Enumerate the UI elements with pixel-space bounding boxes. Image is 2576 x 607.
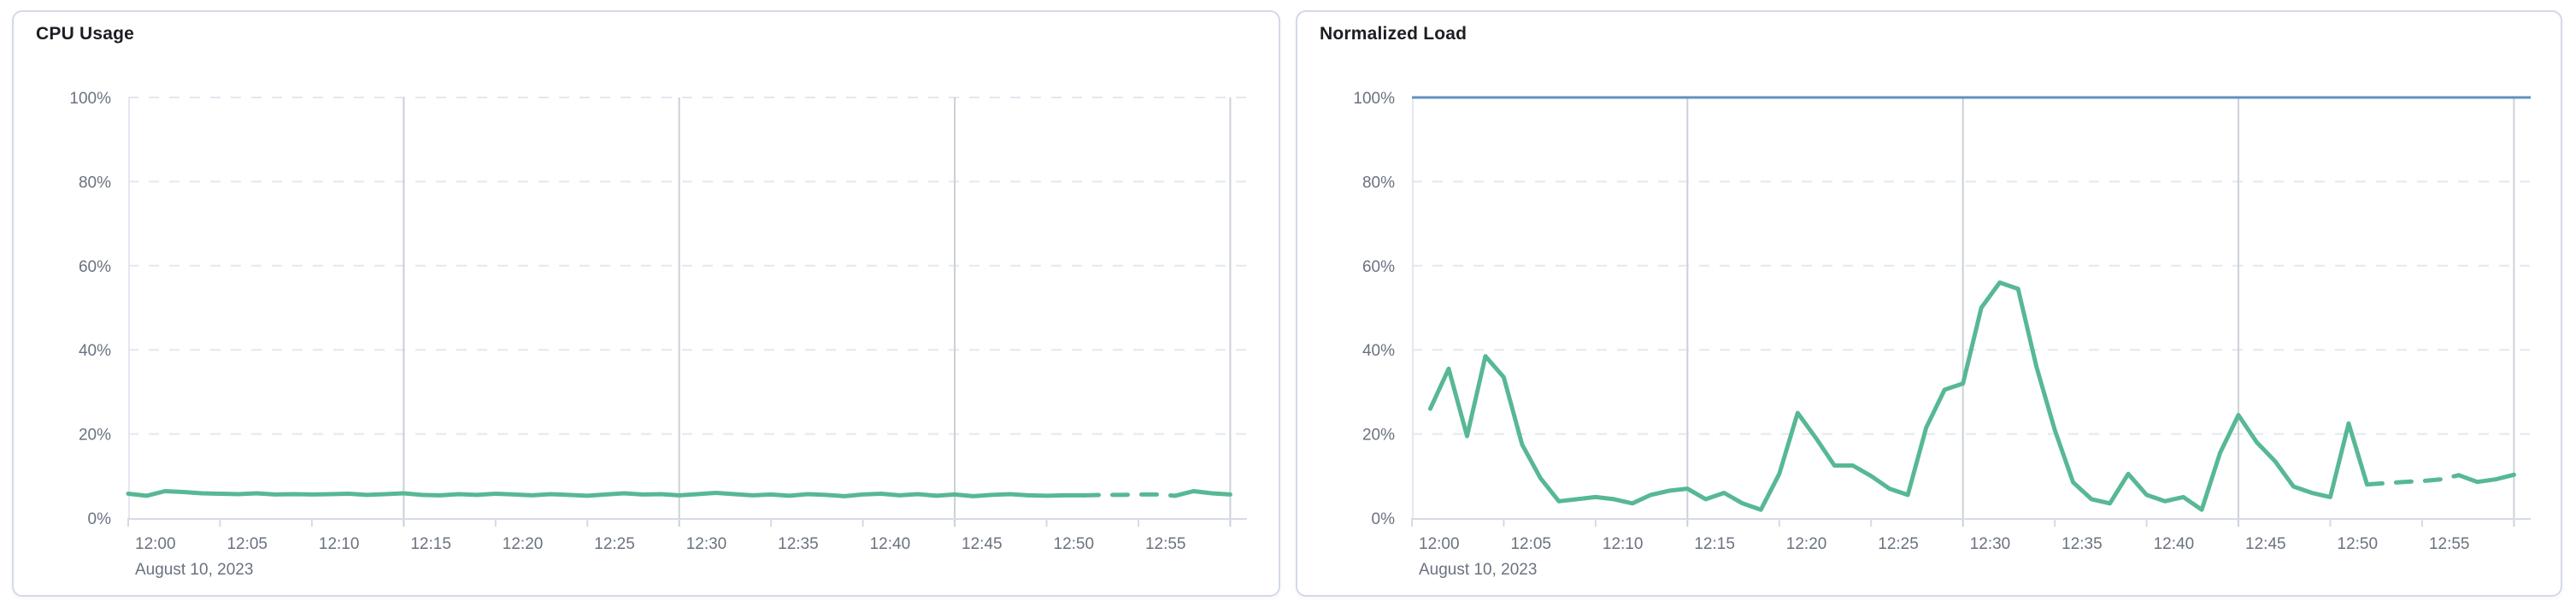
y-tick-label: 40% xyxy=(1362,342,1395,360)
cpu-usage-panel: 12:00 12:05 12:10 12:15 12:20 12:25 12:30 12:35… xyxy=(12,10,1280,597)
gridlines xyxy=(127,97,1247,527)
x-tick-label: 12:40 xyxy=(870,535,911,553)
x-tick-label: 12:45 xyxy=(962,535,1003,553)
axis-labels: 12:00 12:05 12:10 12:15 12:20 12:25 12:30 12:35… xyxy=(69,90,1185,579)
normalized-load-title: Normalized Load xyxy=(1320,24,1467,44)
x-tick-label: 12:00 xyxy=(1419,535,1460,553)
gridlines xyxy=(1411,97,2531,527)
x-tick-label: 12:30 xyxy=(1970,535,2011,553)
x-tick-label: 12:30 xyxy=(686,535,727,553)
series-line-dashed xyxy=(2365,473,2461,487)
x-tick-label: 12:05 xyxy=(1510,535,1551,553)
x-tick-label: 12:45 xyxy=(2245,535,2286,553)
y-tick-label: 0% xyxy=(88,510,112,528)
series-line xyxy=(126,489,1085,498)
series-line xyxy=(1173,489,1232,498)
x-tick-label: 12:20 xyxy=(503,535,544,553)
x-tick-label: 12:10 xyxy=(319,535,360,553)
x-tick-label: 12:05 xyxy=(226,535,268,553)
y-tick-label: 80% xyxy=(1362,174,1395,192)
x-tick-label: 12:25 xyxy=(1878,535,1919,553)
x-tick-label: 12:20 xyxy=(1786,535,1827,553)
x-tick-label: 12:50 xyxy=(1054,535,1095,553)
y-tick-label: 60% xyxy=(1362,258,1395,276)
x-tick-label: 12:35 xyxy=(778,535,819,553)
x-tick-label: 12:35 xyxy=(2061,535,2103,553)
series-line xyxy=(1428,280,2369,512)
normalized-load-panel: 12:00 12:05 12:10 12:15 12:20 12:25 12:30 12:35… xyxy=(1296,10,2562,597)
y-tick-label: 20% xyxy=(1362,427,1395,445)
y-tick-label: 20% xyxy=(79,427,111,445)
x-tick-label: 12:50 xyxy=(2338,535,2379,553)
y-tick-label: 100% xyxy=(69,90,111,108)
normalized-load-chart-canvas[interactable]: 12:00 12:05 12:10 12:15 12:20 12:25 12:30 12:35… xyxy=(1297,12,2562,595)
x-tick-label: 12:55 xyxy=(2429,535,2470,553)
cpu-usage-chart-canvas[interactable]: 12:00 12:05 12:10 12:15 12:20 12:25 12:30 12:35… xyxy=(14,12,1279,595)
x-tick-label: 12:55 xyxy=(1145,535,1186,553)
y-tick-label: 100% xyxy=(1353,90,1395,108)
series-lines xyxy=(1412,96,2531,512)
x-tick-label: 12:40 xyxy=(2154,535,2195,553)
y-tick-label: 0% xyxy=(1372,510,1396,528)
x-axis-date-label: August 10, 2023 xyxy=(1419,561,1537,579)
x-tick-label: 12:15 xyxy=(1694,535,1735,553)
series-line-dashed xyxy=(1081,492,1178,498)
y-tick-label: 40% xyxy=(79,342,111,360)
x-tick-label: 12:10 xyxy=(1603,535,1644,553)
x-tick-label: 12:25 xyxy=(594,535,635,553)
axis-labels: 12:00 12:05 12:10 12:15 12:20 12:25 12:30 12:35… xyxy=(1353,90,2469,579)
series-lines xyxy=(126,489,1232,498)
x-tick-label: 12:15 xyxy=(410,535,451,553)
cpu-usage-title: CPU Usage xyxy=(36,24,135,44)
y-tick-label: 60% xyxy=(79,258,111,276)
x-tick-label: 12:00 xyxy=(135,535,176,553)
series-line xyxy=(2456,472,2516,485)
y-tick-label: 80% xyxy=(79,174,111,192)
x-axis-date-label: August 10, 2023 xyxy=(135,561,253,579)
